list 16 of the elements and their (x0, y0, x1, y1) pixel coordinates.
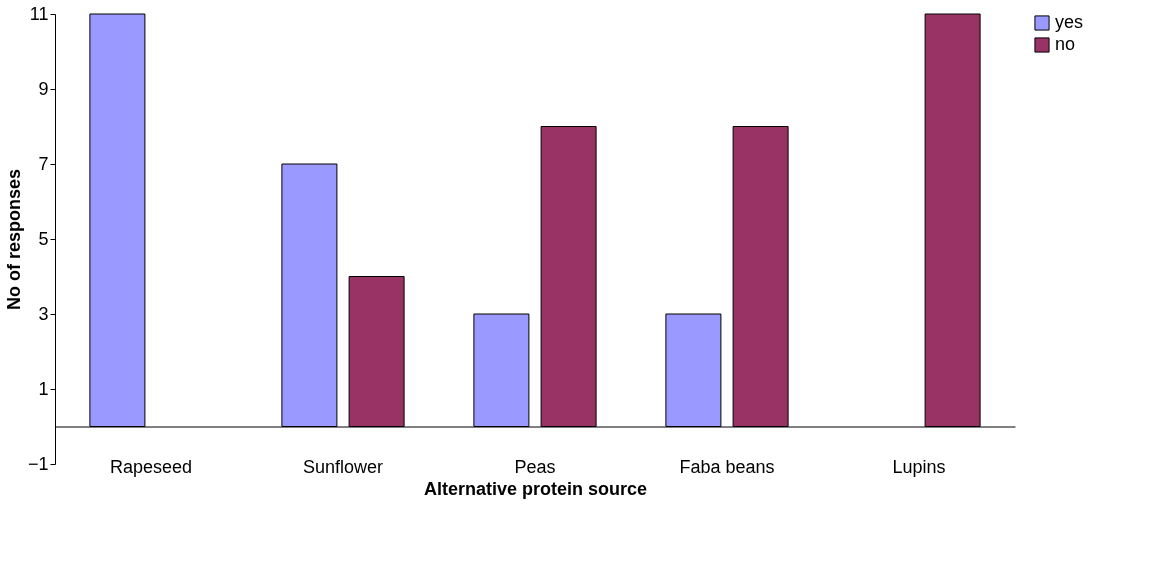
legend-label: no (1055, 34, 1076, 54)
y-tick-label: 7 (38, 153, 49, 174)
legend-label: yes (1055, 12, 1084, 32)
y-tick-label: 1 (38, 378, 49, 399)
x-tick-label: Sunflower (302, 456, 384, 477)
y-axis-title: No of responses (3, 168, 24, 311)
x-tick-label: Lupins (892, 456, 946, 477)
y-tick-label: 5 (38, 228, 49, 249)
y-tick-label: 9 (38, 78, 49, 99)
x-tick-label: Rapeseed (109, 456, 193, 477)
x-axis-title: Alternative protein source (423, 478, 648, 499)
x-tick-label: Faba beans (679, 456, 775, 477)
x-tick-label: Peas (514, 456, 556, 477)
y-tick-label: −1 (27, 453, 49, 474)
y-tick-label: 3 (38, 303, 49, 324)
y-tick-label: 11 (29, 3, 49, 24)
